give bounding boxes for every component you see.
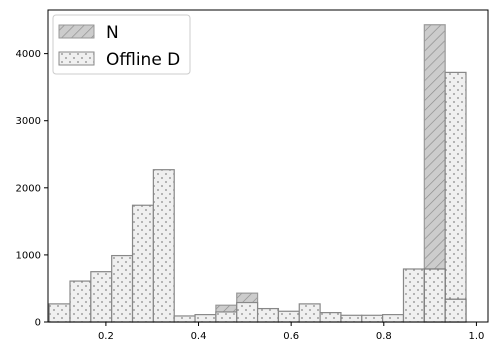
legend: N Offline D (52, 14, 191, 75)
bar-offline-d (152, 169, 175, 323)
legend-swatch-n (58, 24, 95, 39)
bar-offline-d (382, 314, 405, 323)
bar-overlap (444, 298, 467, 323)
legend-label-n: N (106, 23, 119, 43)
bar-offline-d (444, 71, 467, 323)
y-tick-label: 2000 (16, 183, 41, 194)
bar-offline-d (69, 280, 92, 323)
bar-offline-d (340, 314, 363, 323)
bar-offline-d (48, 303, 71, 323)
x-tick-label: 0.6 (283, 331, 299, 342)
y-tick-label: 1000 (16, 250, 41, 261)
y-tick-label: 4000 (16, 49, 41, 60)
bar-offline-d (90, 271, 113, 323)
y-tick-label: 3000 (16, 116, 41, 127)
bar-offline-d (215, 311, 238, 323)
bar-offline-d (361, 314, 384, 323)
bar-offline-d (173, 315, 196, 323)
bar-offline-d (298, 303, 321, 323)
x-tick-label: 1.0 (468, 331, 484, 342)
bar-offline-d (194, 314, 217, 323)
y-tick-label: 0 (35, 318, 41, 329)
bar-offline-d (319, 312, 342, 323)
legend-label-offline-d: Offline D (106, 50, 180, 70)
x-tick-label: 0.8 (376, 331, 392, 342)
bar-offline-d (131, 204, 154, 323)
bar-offline-d (277, 310, 300, 323)
bar-offline-d (256, 307, 280, 323)
plot-frame (47, 9, 489, 323)
x-tick-label: 0.4 (191, 331, 207, 342)
legend-swatch-offline-d (58, 51, 95, 66)
bar-offline-d (236, 301, 259, 323)
y-axis: 0 1000 2000 3000 4000 (16, 49, 48, 329)
x-axis: 0.2 0.4 0.6 0.8 1.0 (98, 322, 484, 342)
bars-layer (48, 24, 467, 323)
bar-overlap (423, 268, 446, 323)
bar-offline-d (402, 268, 425, 323)
bar-offline-d (111, 254, 134, 323)
x-tick-label: 0.2 (98, 331, 114, 342)
